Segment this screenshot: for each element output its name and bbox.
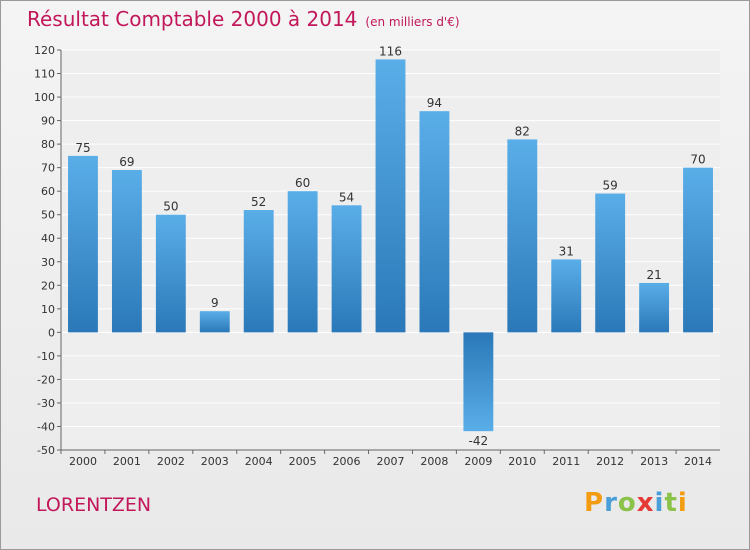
y-tick-label: 100 [34, 91, 55, 104]
data-label: 59 [603, 179, 618, 193]
bar [155, 214, 186, 333]
logo-text: Proxiti [584, 488, 688, 518]
y-tick-label: 70 [41, 162, 55, 175]
bar [111, 170, 142, 333]
x-tick-label: 2011 [552, 455, 580, 468]
y-tick-label: 80 [41, 138, 55, 151]
bar [199, 311, 230, 333]
data-label: 54 [339, 190, 354, 204]
y-tick-label: -40 [37, 420, 55, 433]
bar [551, 259, 582, 333]
y-tick-label: 30 [41, 256, 55, 269]
x-tick-label: 2003 [201, 455, 229, 468]
bar [463, 332, 494, 432]
logo-letter: i [677, 488, 688, 518]
data-label: 82 [515, 124, 530, 138]
data-label: -42 [469, 434, 489, 448]
x-tick-label: 2004 [245, 455, 273, 468]
x-tick-label: 2014 [684, 455, 712, 468]
x-tick-label: 2002 [157, 455, 185, 468]
data-label: 60 [295, 176, 310, 190]
bar [683, 167, 713, 333]
logo-letter: o [617, 488, 637, 518]
y-tick-label: 0 [48, 326, 55, 339]
data-label: 70 [690, 153, 705, 167]
bar [243, 210, 274, 333]
x-tick-label: 2006 [333, 455, 361, 468]
x-tick-label: 2012 [596, 455, 624, 468]
y-tick-label: 20 [41, 279, 55, 292]
logo-letter: r [604, 488, 618, 518]
city-name: LORENTZEN [36, 494, 152, 516]
y-tick-label: 50 [41, 209, 55, 222]
y-tick-label: 10 [41, 303, 55, 316]
y-tick-label: 110 [34, 68, 55, 81]
logo-letter: x [636, 488, 655, 518]
x-tick-label: 2001 [113, 455, 141, 468]
data-label: 31 [559, 244, 574, 258]
x-tick-label: 2009 [464, 455, 492, 468]
chart-subtitle: (en milliers d'€) [365, 15, 460, 29]
data-label: 21 [646, 268, 661, 282]
bar [419, 111, 450, 333]
logo-letter: P [584, 488, 605, 518]
bar [287, 191, 318, 333]
logo-letter: i [654, 488, 665, 518]
data-label: 52 [251, 195, 266, 209]
chart-title: Résultat Comptable 2000 à 2014 (en millie… [27, 7, 460, 31]
y-tick-label: -50 [37, 444, 55, 457]
y-tick-label: 90 [41, 115, 55, 128]
data-label: 50 [163, 200, 178, 214]
x-tick-label: 2008 [420, 455, 448, 468]
bar [375, 59, 406, 333]
logo-letter: t [664, 488, 678, 518]
proxiti-logo: Proxiti [584, 488, 688, 518]
bar [595, 193, 626, 333]
data-label: 94 [427, 96, 442, 110]
bar [507, 139, 538, 333]
data-label: 9 [211, 296, 219, 310]
bar [68, 155, 98, 333]
y-tick-label: -30 [37, 397, 55, 410]
title-text: Résultat Comptable 2000 à 2014 [27, 7, 358, 31]
x-tick-label: 2000 [69, 455, 97, 468]
x-tick-label: 2010 [508, 455, 536, 468]
x-tick-label: 2013 [640, 455, 668, 468]
bar [639, 282, 670, 333]
y-tick-label: -10 [37, 350, 55, 363]
x-tick-label: 2007 [377, 455, 405, 468]
y-tick-label: 40 [41, 232, 55, 245]
y-tick-label: 120 [34, 44, 55, 57]
y-tick-label: -20 [37, 373, 55, 386]
x-tick-label: 2005 [289, 455, 317, 468]
data-label: 75 [75, 141, 90, 155]
y-tick-label: 60 [41, 185, 55, 198]
data-label: 116 [379, 44, 402, 58]
bar [331, 205, 362, 333]
data-label: 69 [119, 155, 134, 169]
